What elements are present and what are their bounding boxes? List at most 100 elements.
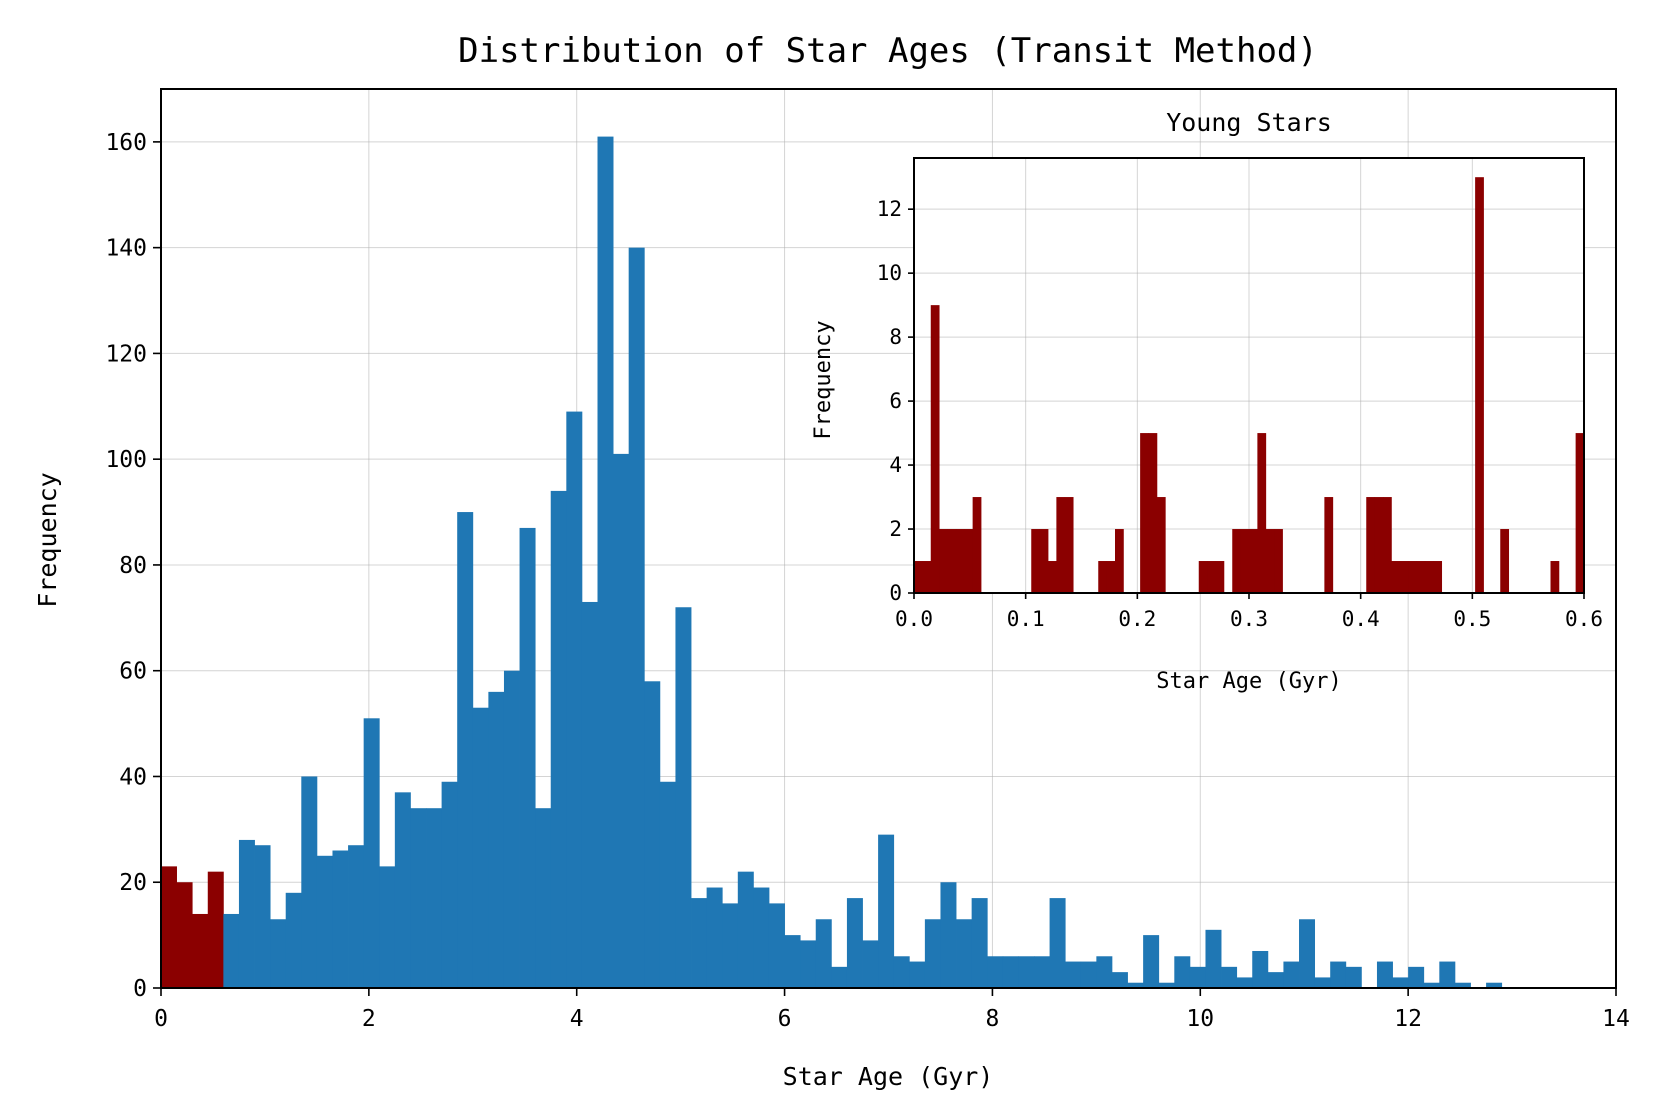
inset-y-tick-label: 0 [889,581,902,605]
main-histogram-bar [316,855,333,988]
inset-histogram-bar [1039,529,1049,593]
inset-y-axis: 0 2 4 6 8 10 12 [877,197,914,605]
inset-histogram-bar [1232,529,1242,593]
main-histogram-bar [800,940,817,988]
main-histogram-bar [379,866,396,988]
inset-histogram-bar [1324,497,1334,593]
inset-histogram-bar [1391,561,1401,593]
inset-histogram-bar [1550,561,1560,593]
inset-y-tick-label: 2 [889,517,902,541]
main-histogram-bar [737,871,754,988]
main-histogram-bar [644,681,661,988]
inset-histogram-bar [1156,497,1166,593]
main-y-tick-label: 160 [105,130,147,156]
inset-histogram-bar [1575,433,1585,593]
main-plot-frame [160,88,1617,989]
inset-histogram-bar [1215,561,1225,593]
main-histogram-bar [1143,935,1160,988]
main-histogram-bar [1080,961,1097,988]
main-histogram-bar [581,601,598,988]
inset-histogram-bar [1416,561,1426,593]
chart-title: Distribution of Star Ages (Transit Metho… [458,31,1318,71]
main-histogram-bar [706,887,723,988]
inset-histogram-bar [1274,529,1283,593]
inset-histogram-bar [922,561,932,593]
main-x-tick-label: 12 [1394,1006,1422,1032]
main-histogram-bar [768,903,785,988]
inset-histogram-bar [930,305,940,593]
main-histogram-bar [550,490,567,988]
main-histogram-bar [597,136,614,988]
main-histogram-bar [410,808,427,988]
inset-x-tick-label: 0.6 [1565,607,1603,631]
main-histogram-bar [1002,956,1019,988]
inset-x-tick-label: 0.5 [1453,607,1491,631]
main-histogram-bar [1158,982,1175,988]
main-histogram-bar [909,961,926,988]
inset-histogram-bar [1265,529,1275,593]
inset-histogram-bar [1433,561,1443,593]
inset-histogram-bar [964,529,974,593]
main-histogram-bar [1236,977,1253,988]
inset-histogram-bar [1249,529,1258,593]
main-histogram-bar [659,781,676,988]
main-histogram-bar [1174,956,1191,988]
inset-histogram-bar [1048,561,1057,593]
main-histogram-bar [1111,972,1128,988]
inset-histogram-bar [955,529,965,593]
main-histogram-bar [348,845,365,988]
inset-histogram-bar [1366,497,1376,593]
main-y-axis: 0 20 40 60 80 100 120 140 160 [105,130,161,1002]
inset-histogram-bar [1475,177,1484,594]
inset-x-tick-label: 0.3 [1230,607,1268,631]
main-histogram-bar [956,919,973,988]
main-histogram-bar [987,956,1004,988]
main-histogram-bar [675,607,692,988]
main-histogram-bar [753,887,770,988]
main-x-tick-label: 4 [570,1006,584,1032]
main-histogram-bar [862,940,879,988]
main-histogram-bar [628,247,645,988]
main-y-tick-label: 60 [119,659,147,685]
main-histogram-bar [1299,919,1316,988]
inset-histogram-bar [914,561,923,593]
inset-histogram-bar [1140,433,1149,593]
main-x-tick-label: 10 [1186,1006,1214,1032]
x-axis-label: Star Age (Gyr) [783,1062,994,1091]
main-histogram-bar [1423,982,1440,988]
main-y-tick-label: 20 [119,870,147,896]
inset-x-axis-label: Star Age (Gyr) [1156,669,1341,694]
main-histogram-bar [1049,898,1066,988]
inset-bars [914,177,1585,594]
inset-histogram-bar [1115,529,1124,593]
main-histogram-bar [441,781,458,988]
main-histogram-bar [1205,929,1222,988]
main-histogram-bar [535,808,552,988]
main-histogram-bar [176,882,193,988]
inset-histogram-bar [1408,561,1417,593]
inset-histogram-bar [1383,497,1392,593]
inset-x-tick-label: 0.1 [1007,607,1045,631]
main-y-tick-label: 0 [133,976,147,1002]
y-axis-label: Frequency [33,472,62,607]
inset-x-axis: 0.0 0.1 0.2 0.3 0.4 0.5 0.6 [895,593,1603,631]
main-histogram-bar [784,935,801,988]
inset-histogram-bar [1240,529,1250,593]
main-histogram-bar [301,776,318,988]
main-histogram-bar [1189,966,1206,988]
main-histogram-bar [207,871,224,988]
main-histogram-bar [1314,977,1331,988]
main-histogram-bar [940,882,957,988]
main-histogram-bar [426,808,443,988]
inset-histogram-bar [1198,561,1208,593]
main-histogram-bar [254,845,271,988]
main-histogram-bar [1267,972,1284,988]
main-histogram-bar [332,850,349,988]
main-histogram-bar [1252,950,1269,988]
main-histogram-bar [1127,982,1144,988]
main-histogram-bar [971,898,988,988]
inset-histogram-bar [1399,561,1409,593]
inset-y-tick-label: 8 [889,325,902,349]
inset-y-tick-label: 6 [889,389,902,413]
